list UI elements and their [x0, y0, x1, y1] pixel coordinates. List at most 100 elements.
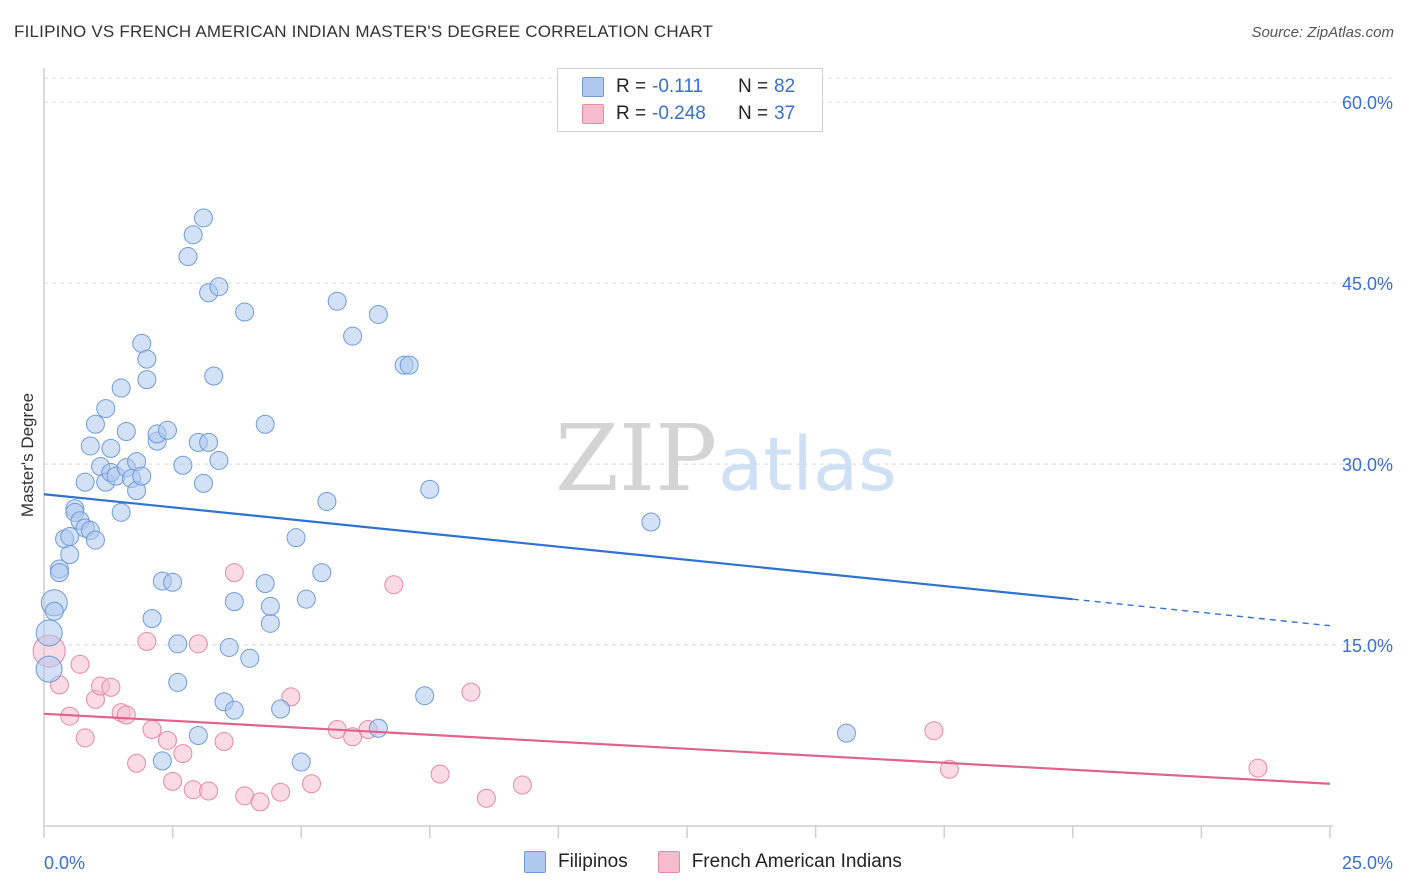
filipino-point: [116, 421, 136, 441]
filipino-point: [343, 326, 363, 346]
filipino-point: [641, 512, 661, 532]
filipino-point: [75, 472, 95, 492]
n-value: 37: [774, 103, 796, 124]
french-point: [116, 705, 136, 725]
filipino-trend-extension: [1072, 598, 1331, 627]
n-value: 82: [774, 76, 796, 97]
filipino-trend-line: [43, 493, 1073, 601]
filipino-point: [96, 399, 116, 419]
filipino-point: [317, 491, 337, 511]
french-point: [127, 753, 147, 773]
french-point: [384, 575, 404, 595]
filipino-point: [85, 530, 105, 550]
filipino-points: [35, 208, 856, 772]
french-legend-swatch: [657, 851, 680, 873]
y-tick-label: 60.0%: [1342, 93, 1393, 113]
filipino-point: [836, 723, 856, 743]
y-tick-label: 45.0%: [1342, 274, 1393, 294]
french-point: [157, 730, 177, 750]
filipino-point: [44, 601, 64, 621]
filipino-point: [240, 648, 260, 668]
filipino-point: [204, 366, 224, 386]
filipino-point: [415, 686, 435, 706]
filipino-point: [271, 699, 291, 719]
french-trend-line: [43, 712, 1331, 785]
french-american-indian-points: [32, 563, 1268, 812]
filipino-point: [111, 378, 131, 398]
filipino-point: [219, 637, 239, 657]
filipino-point: [137, 370, 157, 390]
filipino-point: [49, 563, 69, 583]
filipino-point: [178, 247, 198, 267]
filipino-point: [235, 302, 255, 322]
grid-lines: [44, 77, 1395, 646]
filipino-point: [188, 726, 208, 746]
filipino-point: [312, 563, 332, 583]
french-point: [75, 728, 95, 748]
n-label: N =: [738, 76, 769, 97]
filipino-point: [193, 208, 213, 228]
filipino-point: [152, 751, 172, 771]
filipino-point: [80, 436, 100, 456]
french-point: [142, 719, 162, 739]
french-point: [271, 782, 291, 802]
n-label: N =: [738, 103, 769, 124]
filipino-point: [157, 420, 177, 440]
french-point: [214, 732, 234, 752]
axes: [43, 68, 1333, 838]
french-point: [199, 781, 219, 801]
french-point: [137, 631, 157, 651]
filipino-point: [85, 414, 105, 434]
filipino-point: [286, 528, 306, 548]
filipino-point: [60, 526, 80, 546]
legend-row-french: R = -0.248 N = 37: [582, 101, 795, 127]
filipino-point: [260, 613, 280, 633]
r-label: R =: [616, 76, 647, 97]
chart-title: FILIPINO VS FRENCH AMERICAN INDIAN MASTE…: [14, 22, 714, 41]
series-legend: Filipinos French American Indians: [524, 851, 932, 873]
french-point: [163, 771, 183, 791]
french-point: [476, 788, 496, 808]
filipino-point: [224, 700, 244, 720]
filipinos-swatch: [582, 77, 604, 97]
filipino-point: [260, 596, 280, 616]
watermark-zip: ZIP: [555, 405, 717, 512]
filipino-point: [168, 672, 188, 692]
french-point: [924, 721, 944, 741]
filipino-point: [399, 355, 419, 375]
french-point: [461, 682, 481, 702]
filipino-point: [101, 438, 121, 458]
filipino-point: [60, 545, 80, 565]
trend-lines: [43, 493, 1331, 785]
french-point: [343, 727, 363, 747]
french-point: [224, 563, 244, 583]
legend-item-filipinos: Filipinos: [524, 851, 628, 873]
french-point: [1248, 758, 1268, 778]
filipino-point: [209, 277, 229, 297]
filipino-point: [199, 432, 219, 452]
french-point: [250, 792, 270, 812]
legend-row-filipinos: R = -0.111 N = 82: [582, 74, 795, 100]
filipinos-legend-label: Filipinos: [558, 851, 628, 872]
source-label: Source: ZipAtlas.com: [1251, 24, 1394, 41]
filipino-point: [209, 450, 229, 470]
legend-item-french: French American Indians: [657, 851, 902, 873]
french-swatch: [582, 104, 604, 124]
filipino-point: [183, 225, 203, 245]
filipino-point: [193, 473, 213, 493]
french-legend-label: French American Indians: [691, 851, 902, 872]
filipino-point: [35, 619, 63, 647]
y-tick-label: 15.0%: [1342, 636, 1393, 656]
french-point: [430, 764, 450, 784]
watermark-atlas: atlas: [718, 422, 897, 508]
x-tick-label: 0.0%: [44, 853, 85, 873]
filipino-point: [173, 455, 193, 475]
filipino-point: [137, 349, 157, 369]
filipino-point: [327, 291, 347, 311]
y-axis-label: Master's Degree: [18, 393, 37, 517]
filipino-point: [291, 752, 311, 772]
filipino-point: [255, 574, 275, 594]
correlation-legend: R = -0.111 N = 82 R = -0.248 N = 37: [557, 68, 823, 132]
french-point: [188, 634, 208, 654]
